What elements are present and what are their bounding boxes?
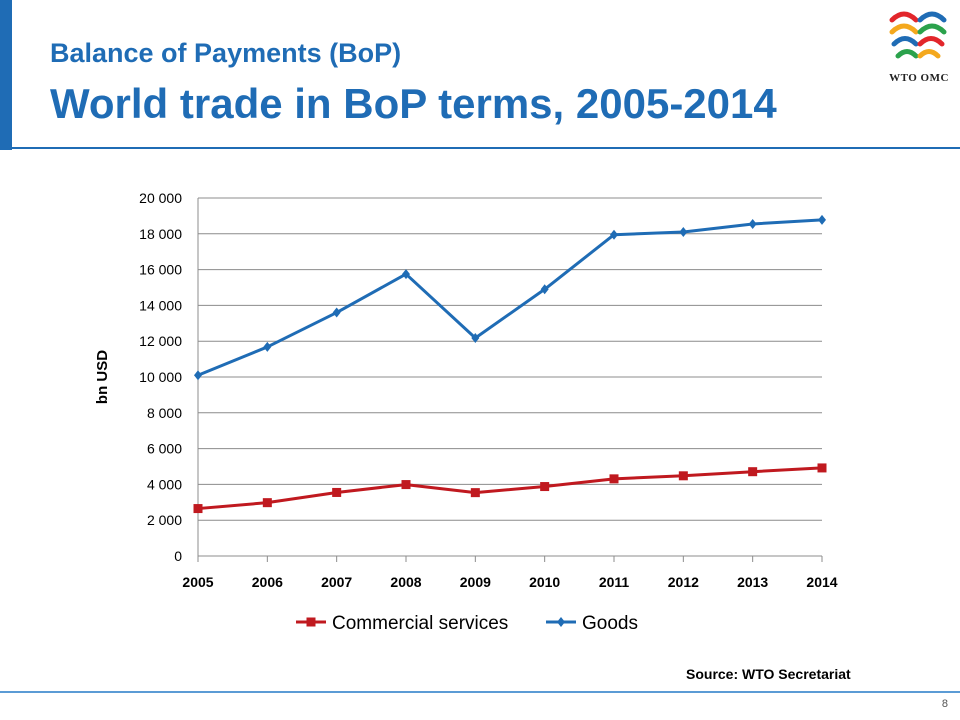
y-tick-label: 18 000 [139, 226, 182, 242]
x-tick-label: 2009 [460, 574, 491, 590]
y-tick-label: 14 000 [139, 297, 182, 313]
y-tick-label: 2 000 [147, 512, 182, 528]
page-number: 8 [941, 698, 948, 710]
source-note: Source: WTO Secretariat [686, 666, 851, 682]
x-tick-label: 2014 [806, 574, 837, 590]
y-tick-label: 20 000 [139, 190, 182, 206]
data-point [471, 332, 480, 343]
x-tick-label: 2011 [599, 574, 630, 590]
series-line-1 [197, 218, 823, 377]
page-subtitle: Balance of Payments (BoP) [50, 38, 402, 68]
data-point [818, 214, 826, 225]
x-tick-label: 2006 [252, 574, 283, 590]
y-tick-label: 10 000 [139, 369, 182, 385]
data-point [401, 480, 411, 490]
legend-marker [557, 617, 565, 627]
legend-marker [306, 617, 316, 627]
footer-divider [0, 691, 960, 693]
y-tick-label: 12 000 [139, 333, 182, 349]
data-point [540, 284, 549, 295]
data-point [609, 474, 619, 484]
x-tick-label: 2012 [668, 574, 699, 590]
legend-label: Goods [582, 613, 638, 634]
data-point [263, 341, 272, 352]
data-point [470, 488, 480, 498]
data-point [748, 218, 757, 229]
x-tick-label: 2013 [737, 574, 768, 590]
data-point [679, 227, 688, 238]
data-point [748, 467, 758, 477]
page-title: World trade in BoP terms, 2005-2014 [50, 80, 777, 127]
x-tick-label: 2008 [390, 574, 421, 590]
accent-bar [0, 0, 12, 150]
logo-text: WTO OMC [889, 72, 949, 84]
y-axis-label: bn USD [94, 350, 111, 404]
data-point [332, 307, 341, 318]
data-point [678, 471, 688, 481]
data-point [262, 498, 272, 508]
series-line-0 [197, 466, 823, 511]
y-tick-label: 4 000 [147, 476, 182, 492]
y-tick-label: 8 000 [147, 405, 182, 421]
line-chart: 0 2 000 4 000 6 000 8 000 10 000 12 000 14 000 1… [94, 190, 838, 634]
data-point [610, 229, 618, 240]
data-point [540, 482, 550, 492]
y-tick-label: 0 [174, 548, 182, 564]
data-point [193, 504, 203, 514]
title-divider [12, 147, 960, 149]
legend-label: Commercial services [332, 613, 508, 634]
x-tick-label: 2005 [182, 574, 213, 590]
data-point [817, 463, 827, 473]
data-point [194, 370, 202, 381]
wto-logo-icon [889, 11, 947, 59]
x-tick-label: 2010 [529, 574, 560, 590]
x-tick-label: 2007 [321, 574, 352, 590]
data-point [332, 487, 342, 497]
data-point [402, 269, 410, 280]
y-tick-label: 16 000 [139, 262, 182, 278]
y-tick-label: 6 000 [147, 441, 182, 457]
